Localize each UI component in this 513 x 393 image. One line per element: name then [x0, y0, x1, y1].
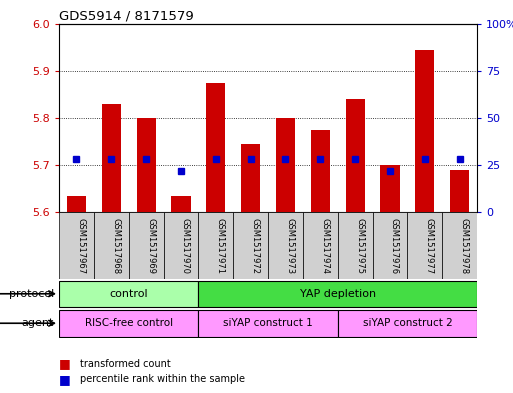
Bar	[346, 99, 365, 212]
Text: siYAP construct 2: siYAP construct 2	[363, 318, 452, 328]
Bar	[241, 144, 260, 212]
FancyBboxPatch shape	[164, 212, 199, 279]
Text: GSM1517969: GSM1517969	[146, 218, 155, 274]
FancyBboxPatch shape	[59, 212, 94, 279]
Text: GSM1517970: GSM1517970	[181, 218, 190, 274]
Text: GSM1517974: GSM1517974	[320, 218, 329, 274]
FancyBboxPatch shape	[94, 212, 129, 279]
Text: RISC-free control: RISC-free control	[85, 318, 173, 328]
FancyBboxPatch shape	[407, 212, 442, 279]
FancyBboxPatch shape	[59, 281, 199, 307]
Text: siYAP construct 1: siYAP construct 1	[223, 318, 313, 328]
Bar	[136, 118, 155, 212]
Bar	[171, 196, 190, 212]
FancyBboxPatch shape	[338, 310, 477, 336]
Text: percentile rank within the sample: percentile rank within the sample	[80, 374, 245, 384]
Text: YAP depletion: YAP depletion	[300, 289, 376, 299]
Text: ■: ■	[59, 357, 71, 370]
Text: GSM1517977: GSM1517977	[425, 218, 434, 274]
Text: GDS5914 / 8171579: GDS5914 / 8171579	[59, 9, 194, 22]
FancyBboxPatch shape	[303, 212, 338, 279]
FancyBboxPatch shape	[233, 212, 268, 279]
FancyBboxPatch shape	[442, 212, 477, 279]
Text: GSM1517975: GSM1517975	[355, 218, 364, 274]
Text: ■: ■	[59, 373, 71, 386]
Text: GSM1517973: GSM1517973	[285, 218, 294, 274]
FancyBboxPatch shape	[372, 212, 407, 279]
Bar	[311, 130, 330, 212]
Text: GSM1517972: GSM1517972	[251, 218, 260, 274]
Bar	[67, 196, 86, 212]
Bar	[415, 50, 435, 212]
FancyBboxPatch shape	[129, 212, 164, 279]
Text: GSM1517968: GSM1517968	[111, 218, 120, 274]
FancyBboxPatch shape	[199, 281, 477, 307]
FancyBboxPatch shape	[59, 310, 199, 336]
Text: control: control	[109, 289, 148, 299]
Text: GSM1517976: GSM1517976	[390, 218, 399, 274]
Bar	[206, 83, 225, 212]
Bar	[381, 165, 400, 212]
Bar	[450, 170, 469, 212]
Text: GSM1517978: GSM1517978	[460, 218, 469, 274]
Bar	[276, 118, 295, 212]
Text: protocol: protocol	[9, 289, 54, 299]
FancyBboxPatch shape	[268, 212, 303, 279]
FancyBboxPatch shape	[199, 310, 338, 336]
Text: GSM1517971: GSM1517971	[216, 218, 225, 274]
Text: GSM1517967: GSM1517967	[76, 218, 86, 274]
Bar	[102, 104, 121, 212]
Text: transformed count: transformed count	[80, 358, 170, 369]
FancyBboxPatch shape	[199, 212, 233, 279]
FancyBboxPatch shape	[338, 212, 372, 279]
Text: agent: agent	[22, 318, 54, 328]
